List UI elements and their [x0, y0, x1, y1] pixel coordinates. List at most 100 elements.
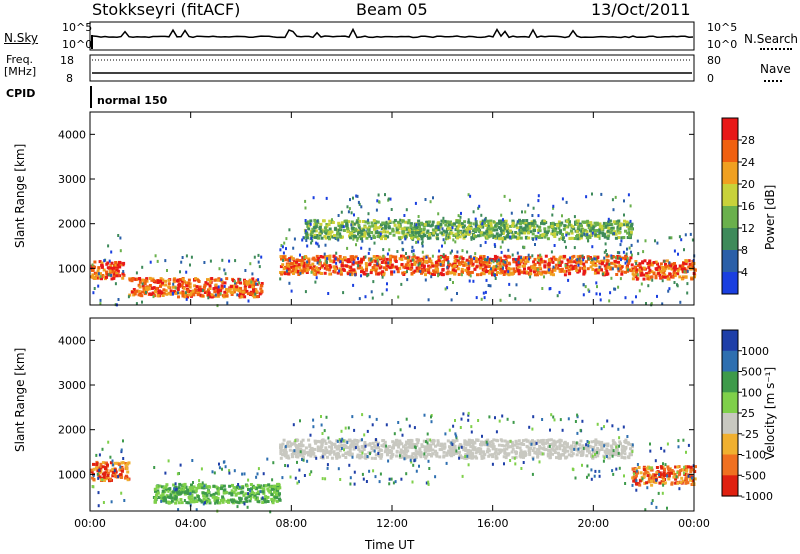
- heatmap-cell: [682, 438, 685, 442]
- heatmap-cell: [351, 255, 355, 259]
- heatmap-cell: [412, 253, 415, 256]
- heatmap-cell: [440, 444, 444, 448]
- heatmap-cell: [661, 491, 664, 495]
- heatmap-cell: [108, 259, 111, 263]
- heatmap-cell: [101, 274, 105, 277]
- heatmap-cell: [271, 499, 274, 503]
- heatmap-cell: [180, 279, 184, 283]
- heatmap-cell: [557, 454, 561, 458]
- heatmap-cell: [589, 234, 592, 238]
- heatmap-cell: [663, 269, 667, 273]
- heatmap-cell: [207, 296, 210, 300]
- heatmap-cell: [516, 257, 520, 261]
- heatmap-cell: [330, 456, 334, 460]
- heatmap-cell: [471, 262, 475, 266]
- heatmap-cell: [338, 227, 341, 230]
- heatmap-cell: [390, 208, 393, 211]
- heatmap-cell: [374, 269, 378, 273]
- heatmap-cell: [445, 230, 448, 234]
- heatmap-cell: [570, 236, 574, 240]
- heatmap-cell: [437, 228, 441, 232]
- heatmap-cell: [627, 268, 630, 272]
- heatmap-cell: [489, 284, 492, 288]
- heatmap-cell: [448, 451, 452, 455]
- heatmap-cell: [465, 443, 469, 447]
- heatmap-cell: [250, 292, 254, 296]
- heatmap-cell: [629, 230, 633, 234]
- heatmap-cell: [623, 452, 627, 456]
- heatmap-cell: [353, 213, 355, 217]
- heatmap-cell: [316, 242, 319, 246]
- heatmap-cell: [630, 243, 633, 247]
- heatmap-cell: [224, 490, 228, 494]
- heatmap-cell: [624, 445, 628, 449]
- heatmap-cell: [576, 431, 579, 435]
- heatmap-cell: [594, 233, 598, 237]
- heatmap-cell: [518, 233, 521, 237]
- heatmap-cell: [293, 440, 297, 444]
- heatmap-cell: [415, 226, 419, 230]
- heatmap-cell: [481, 219, 485, 223]
- heatmap-cell: [357, 257, 359, 261]
- heatmap-cell: [592, 229, 596, 233]
- heatmap-cell: [320, 236, 324, 240]
- heatmap-cell: [113, 461, 117, 465]
- heatmap-cell: [215, 286, 219, 290]
- heatmap-cell: [495, 264, 498, 268]
- freq-panel-frame: [89, 54, 695, 82]
- heatmap-cell: [252, 495, 256, 499]
- heatmap-cell: [154, 254, 157, 258]
- heatmap-cell: [468, 260, 472, 264]
- heatmap-cell: [456, 292, 458, 295]
- heatmap-cell: [648, 268, 652, 272]
- heatmap-cell: [122, 261, 126, 265]
- heatmap-cell: [312, 451, 316, 455]
- heatmap-cell: [325, 196, 328, 200]
- heatmap-cell: [541, 259, 545, 263]
- heatmap-cell: [541, 452, 544, 456]
- heatmap-cell: [479, 244, 482, 248]
- heatmap-cell: [438, 249, 441, 253]
- heatmap-cell: [352, 260, 355, 264]
- heatmap-cell: [139, 278, 143, 282]
- heatmap-cell: [297, 449, 300, 453]
- heatmap-cell: [338, 255, 342, 258]
- heatmap-cell: [384, 193, 386, 197]
- heatmap-cell: [460, 222, 464, 226]
- heatmap-cell: [153, 290, 157, 294]
- heatmap-cell: [448, 428, 451, 432]
- heatmap-cell: [132, 293, 136, 297]
- heatmap-cell: [223, 290, 227, 294]
- heatmap-cell: [402, 445, 405, 449]
- heatmap-cell: [159, 284, 162, 288]
- heatmap-cell: [617, 260, 620, 264]
- heatmap-cell: [305, 269, 309, 273]
- heatmap-cell: [581, 254, 584, 258]
- heatmap-cell: [543, 227, 547, 231]
- heatmap-cell: [598, 469, 601, 473]
- heatmap-cell: [341, 268, 345, 272]
- heatmap-cell: [553, 235, 557, 238]
- heatmap-cell: [385, 288, 388, 292]
- heatmap-cell: [428, 234, 431, 237]
- heatmap-cell: [445, 461, 448, 465]
- heatmap-cell: [340, 221, 344, 225]
- heatmap-cell: [658, 473, 660, 476]
- heatmap-cell: [251, 277, 255, 281]
- heatmap-cell: [473, 257, 476, 260]
- heatmap-cell: [323, 234, 327, 238]
- heatmap-cell: [327, 231, 331, 234]
- heatmap-cell: [98, 468, 101, 472]
- heatmap-cell: [168, 496, 172, 499]
- heatmap-cell: [389, 258, 392, 262]
- heatmap-cell: [687, 259, 691, 263]
- heatmap-cell: [296, 438, 300, 442]
- heatmap-cell: [415, 235, 419, 239]
- heatmap-cell: [327, 255, 331, 258]
- heatmap-cell: [484, 258, 486, 261]
- heatmap-cell: [505, 259, 508, 263]
- heatmap-cell: [338, 455, 342, 459]
- heatmap-cell: [466, 250, 469, 254]
- heatmap-cell: [455, 438, 459, 442]
- cpid-label: CPID: [6, 87, 36, 100]
